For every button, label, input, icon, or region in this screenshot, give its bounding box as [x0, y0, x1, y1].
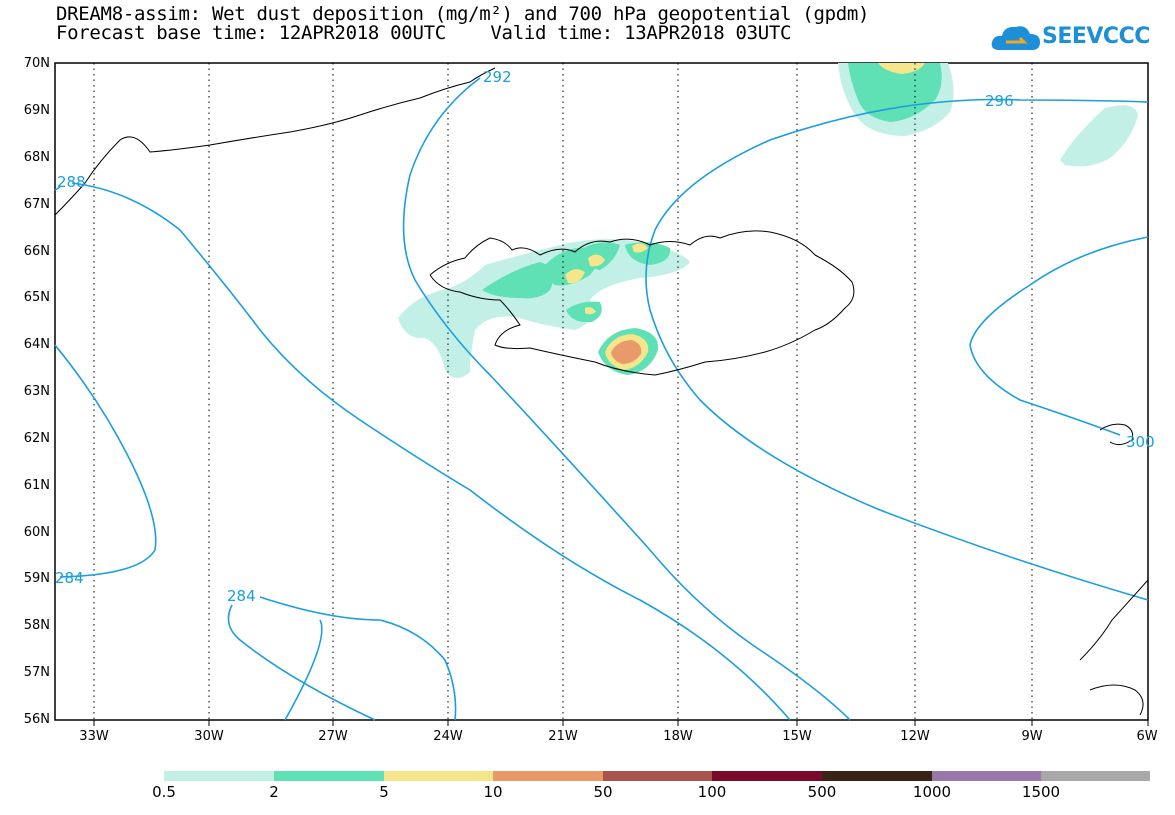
lat-label: 60N — [23, 525, 50, 540]
contour-label: 284 — [227, 587, 256, 605]
legend-swatch — [603, 771, 712, 781]
legend-label: 10 — [483, 783, 503, 801]
legend-swatch — [493, 771, 603, 781]
logo-text: SEEVCCC — [1042, 24, 1150, 49]
lat-label: 67N — [23, 197, 50, 212]
lon-label: 24W — [433, 729, 463, 744]
lon-label: 6W — [1136, 729, 1158, 744]
lat-label: 64N — [23, 337, 50, 352]
contour-label: 292 — [483, 68, 512, 86]
lat-label: 59N — [23, 571, 50, 586]
lat-label: 66N — [23, 244, 50, 259]
contour-label: 288 — [57, 173, 86, 191]
title-line-2: Forecast base time: 12APR2018 00UTC Vali… — [56, 22, 792, 44]
contour-label: 284 — [55, 569, 84, 587]
lon-label: 33W — [79, 729, 109, 744]
lat-label: 56N — [23, 712, 50, 727]
lat-label: 57N — [23, 665, 50, 680]
lat-label: 68N — [23, 150, 50, 165]
iceland-coast — [429, 230, 855, 376]
legend-swatch — [822, 771, 932, 781]
legend-swatch — [1041, 771, 1150, 781]
lat-label: 69N — [23, 103, 50, 118]
lat-label: 63N — [23, 384, 50, 399]
legend-label: 500 — [807, 783, 837, 801]
legend-label: 5 — [379, 783, 389, 801]
lat-label: 61N — [23, 478, 50, 493]
legend-swatch — [932, 771, 1041, 781]
title-line-1: DREAM8-assim: Wet dust deposition (mg/m²… — [56, 3, 870, 25]
legend-label: 2 — [269, 783, 279, 801]
geopotential-contours — [54, 77, 1149, 721]
lon-label: 9W — [1021, 729, 1043, 744]
lat-label: 65N — [23, 290, 50, 305]
legend-swatch — [274, 771, 384, 781]
greenland-coast — [54, 67, 496, 216]
lat-label: 70N — [23, 56, 50, 71]
contour-label: 300 — [1126, 433, 1155, 451]
map-frame — [54, 62, 1149, 721]
lon-label: 27W — [318, 729, 348, 744]
legend-label: 100 — [697, 783, 727, 801]
lon-label: 15W — [782, 729, 812, 744]
seevccc-logo — [991, 26, 1040, 50]
cloud-icon — [991, 26, 1040, 50]
lat-label: 62N — [23, 431, 50, 446]
lon-label: 30W — [194, 729, 224, 744]
legend-swatch — [384, 771, 493, 781]
legend-label: 50 — [593, 783, 613, 801]
lon-label: 12W — [900, 729, 930, 744]
legend-label: 1500 — [1021, 783, 1061, 801]
legend-swatch — [164, 771, 274, 781]
lon-label: 21W — [548, 729, 578, 744]
legend-label: 1000 — [912, 783, 952, 801]
contour-label-group: 292 296 288 300 284 284 — [55, 68, 1155, 605]
arrow-icon — [1006, 36, 1028, 44]
lon-label: 18W — [663, 729, 693, 744]
norway-coast — [1079, 423, 1149, 716]
legend-swatch — [712, 771, 822, 781]
contour-label: 296 — [985, 92, 1014, 110]
axis-ticks — [93, 720, 1149, 726]
legend-label: 0.5 — [152, 783, 176, 801]
lat-label: 58N — [23, 618, 50, 633]
